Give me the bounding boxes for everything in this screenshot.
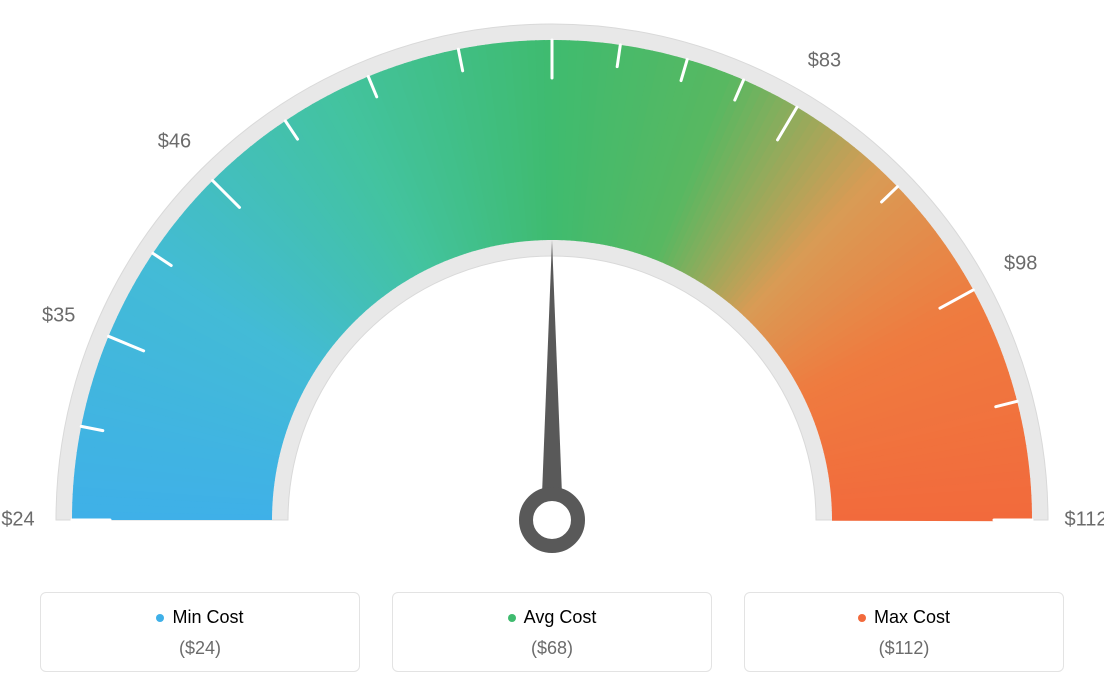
legend-value-avg: ($68) bbox=[393, 638, 711, 659]
legend-value-min: ($24) bbox=[41, 638, 359, 659]
gauge-tick-label: $46 bbox=[158, 131, 191, 154]
legend-title-avg: Avg Cost bbox=[508, 607, 597, 628]
gauge-chart: $24$35$46$68$83$98$112 bbox=[0, 0, 1104, 560]
gauge-tick-label: $35 bbox=[42, 304, 75, 327]
legend-card-min: Min Cost ($24) bbox=[40, 592, 360, 672]
gauge-tick-label: $98 bbox=[1004, 253, 1037, 276]
legend-dot-min bbox=[156, 614, 164, 622]
legend-dot-max bbox=[858, 614, 866, 622]
gauge-tick-label: $112 bbox=[1064, 509, 1104, 532]
legend-title-text-max: Max Cost bbox=[874, 607, 950, 628]
gauge-tick-label: $24 bbox=[1, 509, 34, 532]
legend-title-text-avg: Avg Cost bbox=[524, 607, 597, 628]
gauge-tick-label: $83 bbox=[808, 49, 841, 72]
legend-title-max: Max Cost bbox=[858, 607, 950, 628]
legend-dot-avg bbox=[508, 614, 516, 622]
legend-value-max: ($112) bbox=[745, 638, 1063, 659]
legend-title-text-min: Min Cost bbox=[172, 607, 243, 628]
legend-title-min: Min Cost bbox=[156, 607, 243, 628]
legend-row: Min Cost ($24) Avg Cost ($68) Max Cost (… bbox=[0, 592, 1104, 672]
legend-card-max: Max Cost ($112) bbox=[744, 592, 1064, 672]
legend-card-avg: Avg Cost ($68) bbox=[392, 592, 712, 672]
gauge-svg bbox=[0, 0, 1104, 560]
